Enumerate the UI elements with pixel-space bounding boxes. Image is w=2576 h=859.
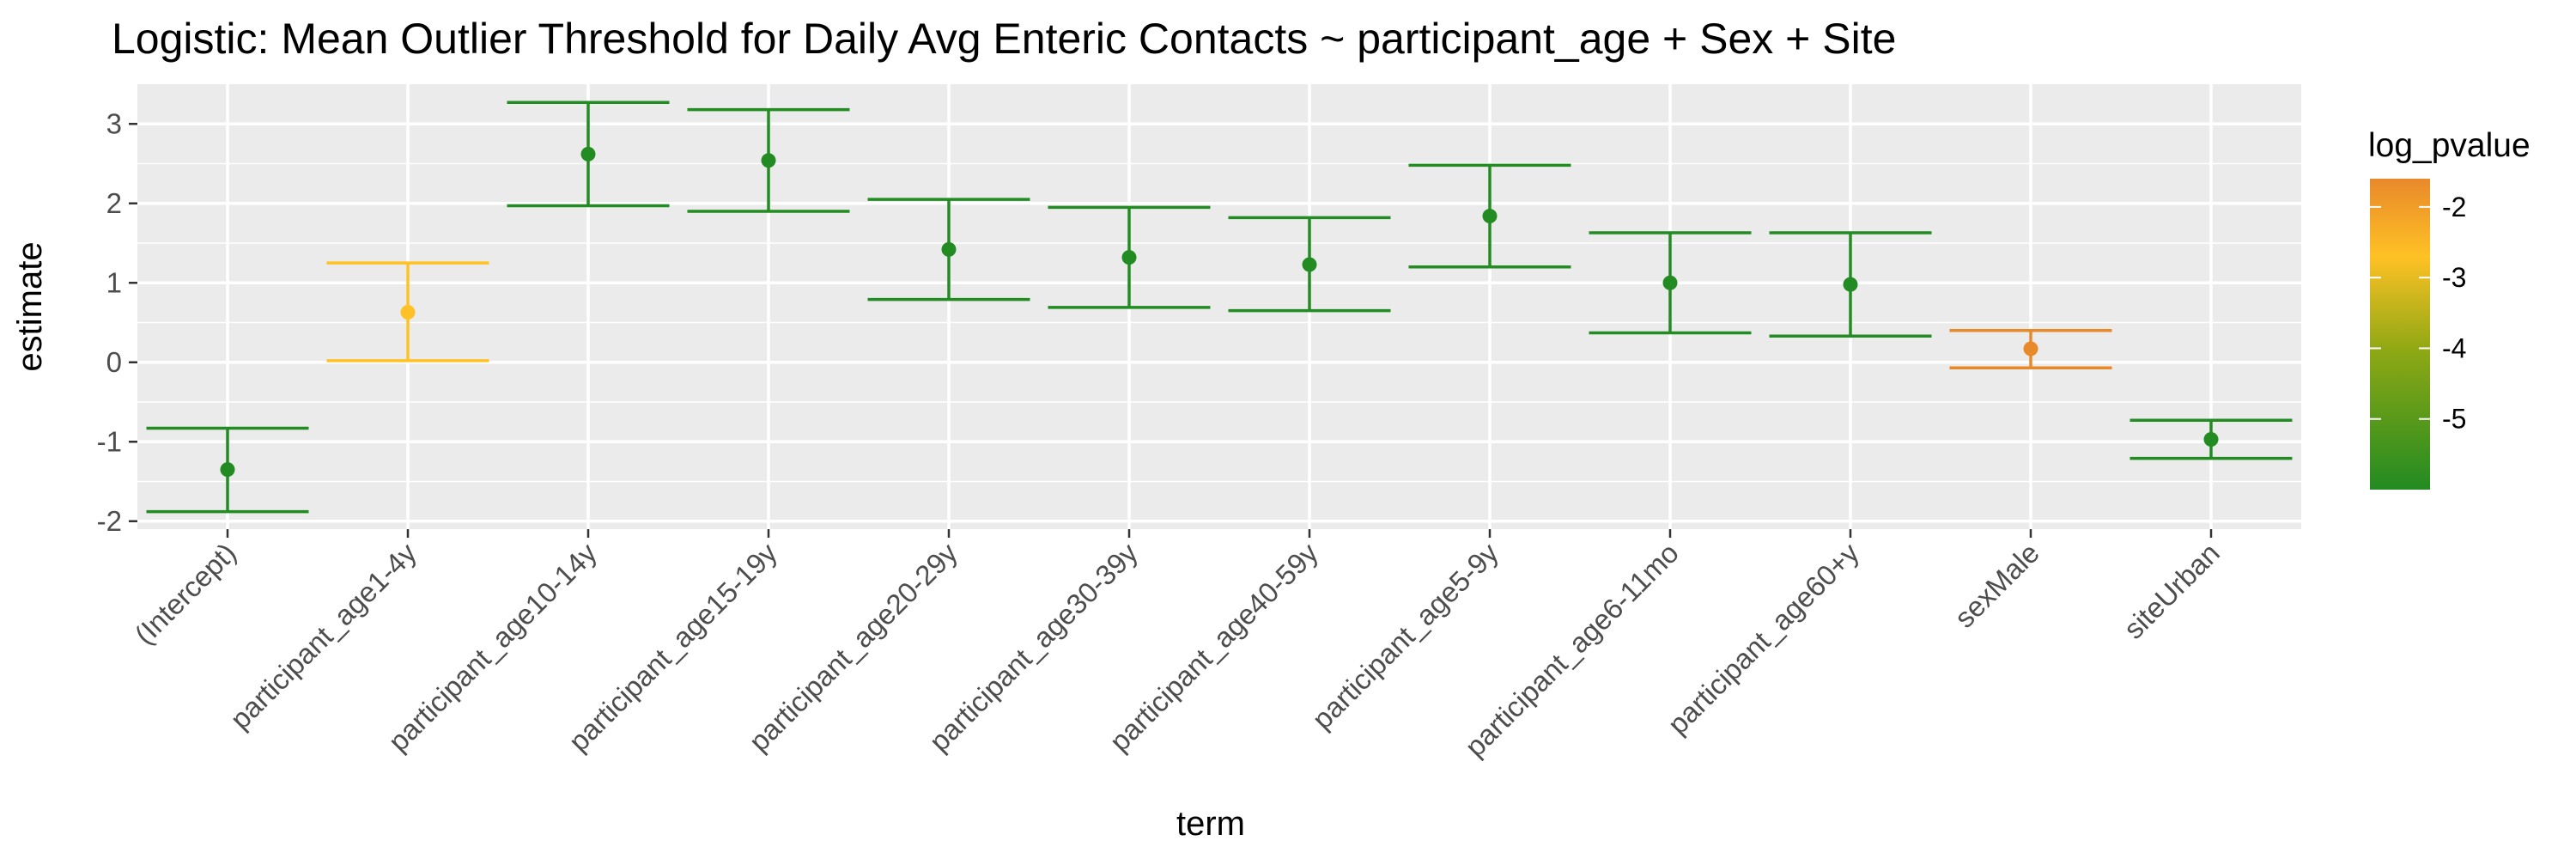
y-axis: -2 -1 0 1 2 3 bbox=[97, 107, 137, 537]
x-axis: (Intercept)participant_age1-4yparticipan… bbox=[128, 529, 2226, 763]
errorbars bbox=[146, 101, 2293, 514]
errorbar-group bbox=[1589, 231, 1752, 335]
errorbar-group bbox=[1228, 216, 1391, 313]
grid-minor bbox=[137, 162, 2301, 483]
y-tick-label: 0 bbox=[106, 346, 122, 378]
y-tick-label: -1 bbox=[97, 425, 122, 457]
estimate-point bbox=[400, 304, 416, 320]
y-tick-label: -2 bbox=[97, 505, 122, 537]
errorbar-group bbox=[146, 426, 309, 514]
estimate-point bbox=[2203, 431, 2219, 447]
legend-tick-label: -5 bbox=[2442, 404, 2466, 435]
errorbar-group bbox=[2129, 418, 2293, 460]
estimate-point bbox=[580, 146, 596, 161]
x-tick-label: participant_age60+y bbox=[1662, 536, 1865, 740]
errorbar-group bbox=[507, 101, 670, 208]
x-tick-label: participant_age30-39y bbox=[923, 536, 1144, 757]
x-tick-label: (Intercept) bbox=[128, 537, 242, 651]
legend-tick-label: -3 bbox=[2442, 262, 2466, 293]
chart-title: Logistic: Mean Outlier Threshold for Dai… bbox=[112, 15, 1896, 63]
estimate-point bbox=[1662, 275, 1678, 290]
errorbar-group bbox=[326, 261, 489, 362]
estimate-point bbox=[941, 241, 957, 257]
x-axis-title: term bbox=[1176, 805, 1245, 843]
estimate-point bbox=[1843, 277, 1858, 292]
estimate-point bbox=[1302, 257, 1317, 272]
estimate-point bbox=[761, 153, 776, 168]
y-axis-title: estimate bbox=[11, 241, 49, 371]
errorbar-group bbox=[1408, 163, 1571, 269]
legend-tick-label: -4 bbox=[2442, 332, 2466, 363]
legend-tick-label: -2 bbox=[2442, 192, 2466, 222]
x-tick-label: participant_age15-19y bbox=[562, 536, 783, 757]
estimate-point bbox=[220, 462, 235, 478]
errorbar-group bbox=[867, 198, 1030, 302]
plot-panel bbox=[137, 84, 2301, 529]
x-tick-label: participant_age40-59y bbox=[1103, 536, 1324, 757]
errorbar-group bbox=[1769, 231, 1932, 338]
x-tick-label: participant_age10-14y bbox=[382, 536, 603, 757]
y-tick-label: 2 bbox=[106, 187, 122, 219]
legend-ticks: -2 -3 -4 -5 bbox=[2370, 192, 2466, 435]
legend: log_pvalue -2 -3 -4 -5 bbox=[2368, 127, 2530, 490]
x-tick-label: participant_age1-4y bbox=[224, 536, 422, 734]
y-tick-label: 3 bbox=[106, 107, 122, 139]
x-tick-label: siteUrban bbox=[2117, 537, 2226, 645]
legend-colorbar bbox=[2370, 179, 2430, 490]
x-tick-label: participant_age5-9y bbox=[1306, 536, 1504, 734]
errorbar-group bbox=[687, 107, 850, 213]
x-tick-label: sexMale bbox=[1948, 537, 2045, 634]
errorbar-group bbox=[1048, 205, 1211, 309]
legend-title: log_pvalue bbox=[2368, 127, 2530, 164]
estimate-point bbox=[1482, 209, 1498, 224]
x-tick-label: participant_age20-29y bbox=[743, 536, 963, 757]
estimate-point bbox=[2023, 341, 2038, 356]
y-tick-label: 1 bbox=[106, 266, 122, 298]
estimate-point bbox=[1121, 250, 1137, 265]
errorbar-group bbox=[1949, 329, 2112, 369]
